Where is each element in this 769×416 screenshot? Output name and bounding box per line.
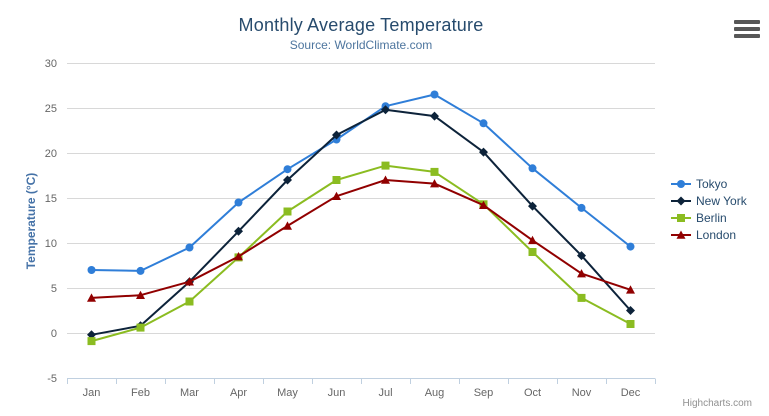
x-tick-label: Sep	[474, 387, 494, 399]
legend-item-london[interactable]: London	[671, 227, 747, 243]
data-point-triangle-marker[interactable]	[283, 221, 292, 230]
legend-label: London	[696, 228, 737, 242]
data-point-diamond-marker[interactable]	[430, 111, 439, 121]
y-tick-label: 10	[45, 238, 57, 250]
legend-triangle-marker-icon	[671, 230, 691, 239]
data-point-triangle-marker[interactable]	[430, 179, 439, 188]
legend-circle-marker-icon	[671, 180, 691, 188]
legend: Tokyo New York Berlin London	[671, 176, 747, 244]
legend-diamond-marker-icon	[671, 196, 691, 206]
data-point-circle-marker[interactable]	[87, 266, 96, 274]
series-line-london[interactable]	[90, 179, 632, 299]
legend-label: Berlin	[696, 211, 727, 225]
y-tick-label: 5	[51, 283, 57, 295]
data-point-square-marker[interactable]	[185, 297, 194, 306]
legend-item-tokyo[interactable]: Tokyo	[671, 176, 747, 192]
y-axis-labels: -5 0 5 10 15 20 25 30	[45, 58, 57, 385]
data-point-circle-marker[interactable]	[283, 165, 292, 174]
chart-subtitle: Source: WorldClimate.com	[289, 38, 433, 52]
data-point-diamond-marker[interactable]	[87, 330, 96, 340]
data-point-diamond-marker[interactable]	[381, 105, 390, 115]
x-tick-label: May	[277, 387, 298, 399]
legend-square-marker-icon	[671, 214, 691, 222]
data-point-circle-marker[interactable]	[430, 90, 439, 99]
data-point-circle-marker[interactable]	[677, 180, 685, 188]
y-tick-label: 30	[45, 58, 57, 70]
data-point-square-marker[interactable]	[677, 214, 685, 222]
data-point-square-marker[interactable]	[136, 323, 145, 332]
data-point-square-marker[interactable]	[381, 161, 390, 170]
x-tick-label: Feb	[131, 387, 150, 399]
hamburger-menu-icon[interactable]	[734, 20, 760, 38]
y-tick-label: 15	[45, 193, 57, 205]
data-point-square-marker[interactable]	[332, 176, 341, 184]
y-axis-title: Temperature (°C)	[24, 172, 38, 270]
series-line-berlin[interactable]	[90, 164, 632, 343]
x-tick-label: Jan	[83, 387, 101, 399]
data-point-diamond-marker[interactable]	[332, 130, 341, 140]
data-point-diamond-marker[interactable]	[626, 306, 635, 315]
data-point-circle-marker[interactable]	[234, 198, 243, 207]
x-tick-label: Jul	[378, 387, 392, 399]
data-point-square-marker[interactable]	[577, 293, 586, 302]
x-axis: Jan Feb Mar Apr May Jun Jul Aug Sep Oct Nov Dec	[67, 378, 656, 399]
x-tick-label: Jun	[328, 387, 346, 399]
data-point-circle-marker[interactable]	[479, 119, 488, 128]
x-tick-label: Oct	[524, 387, 541, 399]
data-point-diamond-marker[interactable]	[283, 175, 292, 185]
data-point-triangle-marker[interactable]	[676, 230, 686, 239]
data-point-triangle-marker[interactable]	[332, 191, 341, 200]
series-line-tokyo[interactable]	[90, 93, 632, 272]
y-tick-label: 0	[51, 328, 57, 340]
data-point-circle-marker[interactable]	[185, 243, 194, 252]
legend-label: Tokyo	[696, 177, 728, 191]
data-point-diamond-marker[interactable]	[676, 196, 686, 206]
data-point-diamond-marker[interactable]	[528, 201, 537, 211]
series-tokyo[interactable]	[87, 90, 635, 275]
x-tick-label: Nov	[572, 387, 592, 399]
data-point-triangle-marker[interactable]	[479, 200, 488, 209]
y-tick-label: 20	[45, 148, 57, 160]
series-london[interactable]	[87, 175, 635, 302]
gridlines	[67, 63, 655, 379]
data-point-diamond-marker[interactable]	[577, 251, 586, 261]
x-tick-label: Aug	[425, 387, 445, 399]
data-point-diamond-marker[interactable]	[234, 226, 243, 236]
series-line-new-york[interactable]	[90, 108, 632, 336]
legend-item-new-york[interactable]: New York	[671, 193, 747, 209]
data-point-circle-marker[interactable]	[136, 266, 145, 275]
series-new-york[interactable]	[87, 105, 635, 340]
data-point-triangle-marker[interactable]	[528, 235, 537, 245]
legend-item-berlin[interactable]: Berlin	[671, 210, 747, 226]
hamburger-bar	[734, 34, 760, 38]
data-point-square-marker[interactable]	[430, 167, 439, 176]
data-point-triangle-marker[interactable]	[87, 293, 96, 302]
data-point-circle-marker[interactable]	[577, 203, 586, 212]
data-point-circle-marker[interactable]	[626, 242, 635, 251]
data-point-square-marker[interactable]	[87, 337, 96, 346]
data-point-triangle-marker[interactable]	[577, 269, 586, 278]
data-point-square-marker[interactable]	[528, 248, 537, 256]
data-point-triangle-marker[interactable]	[381, 175, 390, 184]
hamburger-bar	[734, 27, 760, 31]
chart-title: Monthly Average Temperature	[238, 15, 484, 35]
x-tick-label: Mar	[180, 387, 199, 399]
data-point-circle-marker[interactable]	[528, 164, 537, 173]
hamburger-bar	[734, 20, 760, 24]
data-point-diamond-marker[interactable]	[479, 147, 488, 157]
data-point-square-marker[interactable]	[626, 320, 635, 328]
data-point-triangle-marker[interactable]	[234, 252, 243, 261]
data-point-square-marker[interactable]	[283, 207, 292, 216]
highcharts-credit-link[interactable]: Highcharts.com	[682, 398, 752, 409]
y-tick-label: -5	[47, 373, 57, 385]
y-tick-label: 25	[45, 103, 57, 115]
data-point-triangle-marker[interactable]	[136, 290, 145, 299]
x-tick-label: Apr	[230, 387, 247, 399]
legend-label: New York	[696, 194, 747, 208]
data-point-triangle-marker[interactable]	[626, 285, 635, 294]
x-tick-label: Dec	[621, 387, 641, 399]
data-point-triangle-marker[interactable]	[185, 277, 194, 286]
